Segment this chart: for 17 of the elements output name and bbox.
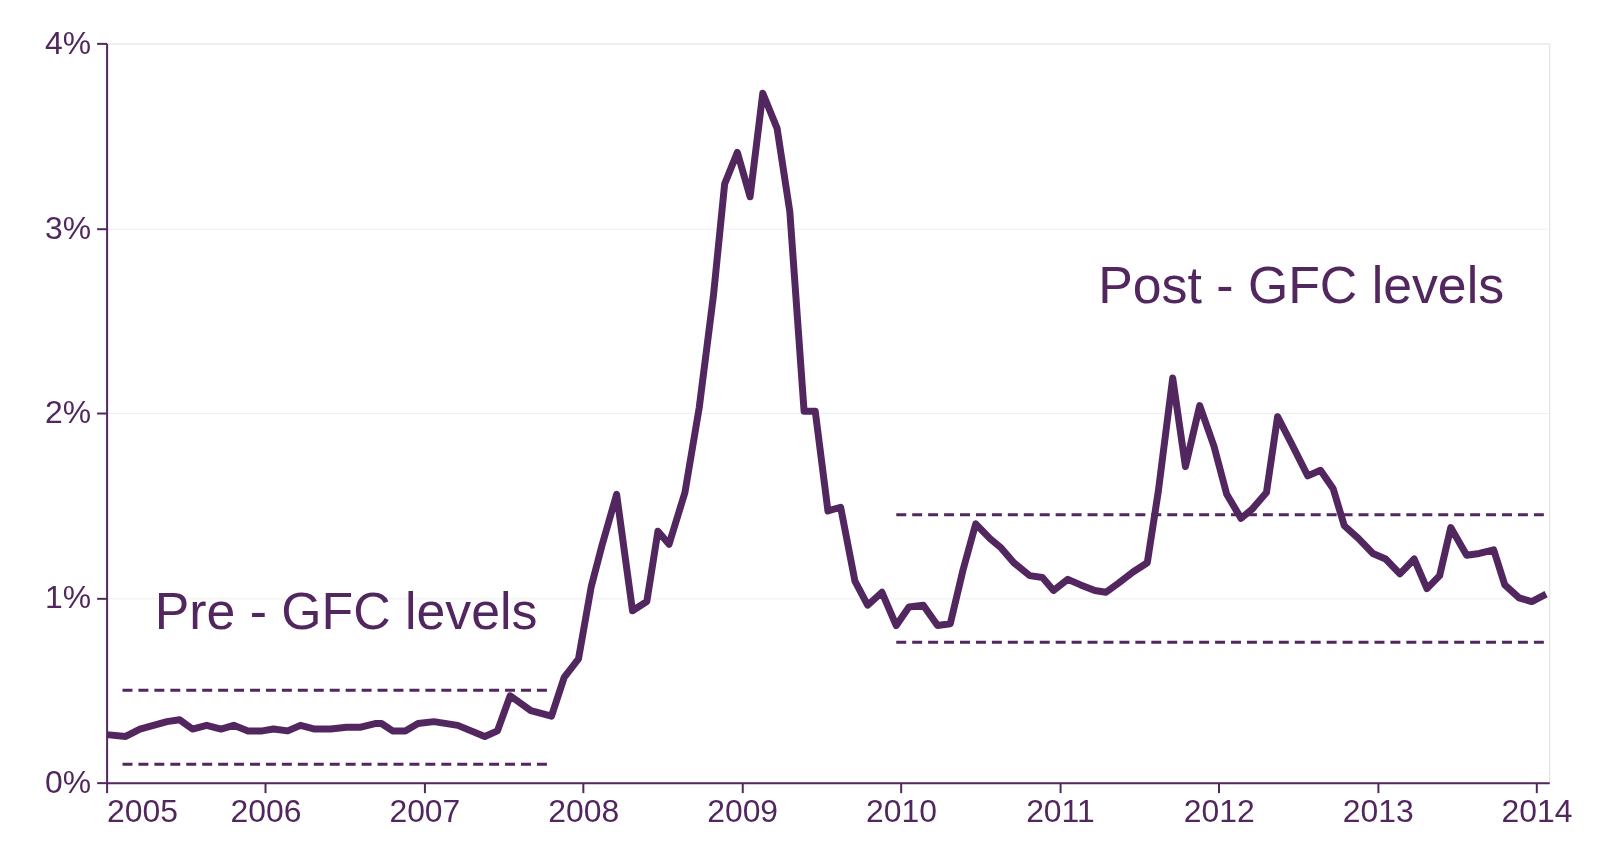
x-tick-label: 2013 [1342,793,1414,829]
y-tick-label: 2% [45,394,92,431]
annotation: Pre - GFC levels [154,582,538,641]
x-tick-label: 2011 [1026,793,1095,829]
x-tick-label: 2005 [107,793,179,829]
y-tick-label: 0% [45,764,92,801]
x-tick-label: 2006 [230,793,302,829]
annotation: Post - GFC levels [1098,255,1505,314]
x-tick-label: 2008 [548,793,620,829]
x-tick-label: 2014 [1501,793,1573,829]
x-tick-label: 2007 [389,793,461,829]
x-tick-label: 2012 [1183,793,1255,829]
x-tick-label: 2009 [707,793,779,829]
y-tick-label: 3% [45,209,92,246]
x-tick-label: 2010 [866,793,937,829]
y-tick-label: 4% [45,24,92,61]
y-tick-label: 1% [45,579,92,616]
